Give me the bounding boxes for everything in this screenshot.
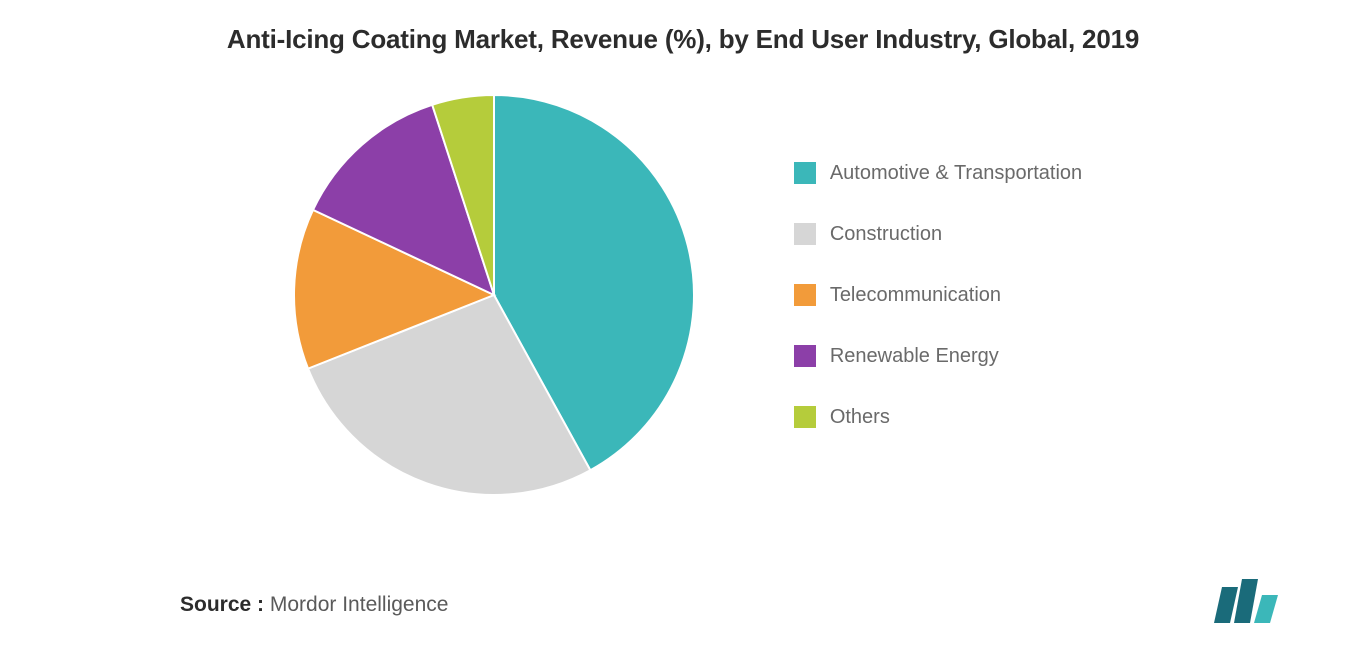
legend-label: Others <box>830 406 890 429</box>
source-prefix: Source : <box>180 593 264 616</box>
brand-logo <box>1214 577 1294 625</box>
chart-title: Anti-Icing Coating Market, Revenue (%), … <box>0 0 1366 65</box>
legend: Automotive & Transportation Construction T… <box>794 162 1082 429</box>
pie-chart <box>284 85 704 505</box>
legend-swatch <box>794 284 816 306</box>
legend-label: Automotive & Transportation <box>830 162 1082 185</box>
legend-swatch <box>794 223 816 245</box>
logo-bar-icon <box>1234 579 1258 623</box>
legend-item: Telecommunication <box>794 284 1082 307</box>
legend-item: Others <box>794 406 1082 429</box>
logo-bar-icon <box>1214 587 1238 623</box>
legend-swatch <box>794 406 816 428</box>
legend-item: Renewable Energy <box>794 345 1082 368</box>
legend-item: Construction <box>794 223 1082 246</box>
source-attribution: Source : Mordor Intelligence <box>180 593 448 617</box>
logo-bar-icon <box>1254 595 1278 623</box>
legend-label: Construction <box>830 223 942 246</box>
legend-swatch <box>794 345 816 367</box>
source-text: Mordor Intelligence <box>270 593 449 616</box>
pie-svg <box>284 85 704 505</box>
legend-label: Renewable Energy <box>830 345 999 368</box>
legend-swatch <box>794 162 816 184</box>
chart-body: Automotive & Transportation Construction T… <box>0 65 1366 505</box>
legend-item: Automotive & Transportation <box>794 162 1082 185</box>
logo-icon <box>1214 577 1294 625</box>
legend-label: Telecommunication <box>830 284 1001 307</box>
